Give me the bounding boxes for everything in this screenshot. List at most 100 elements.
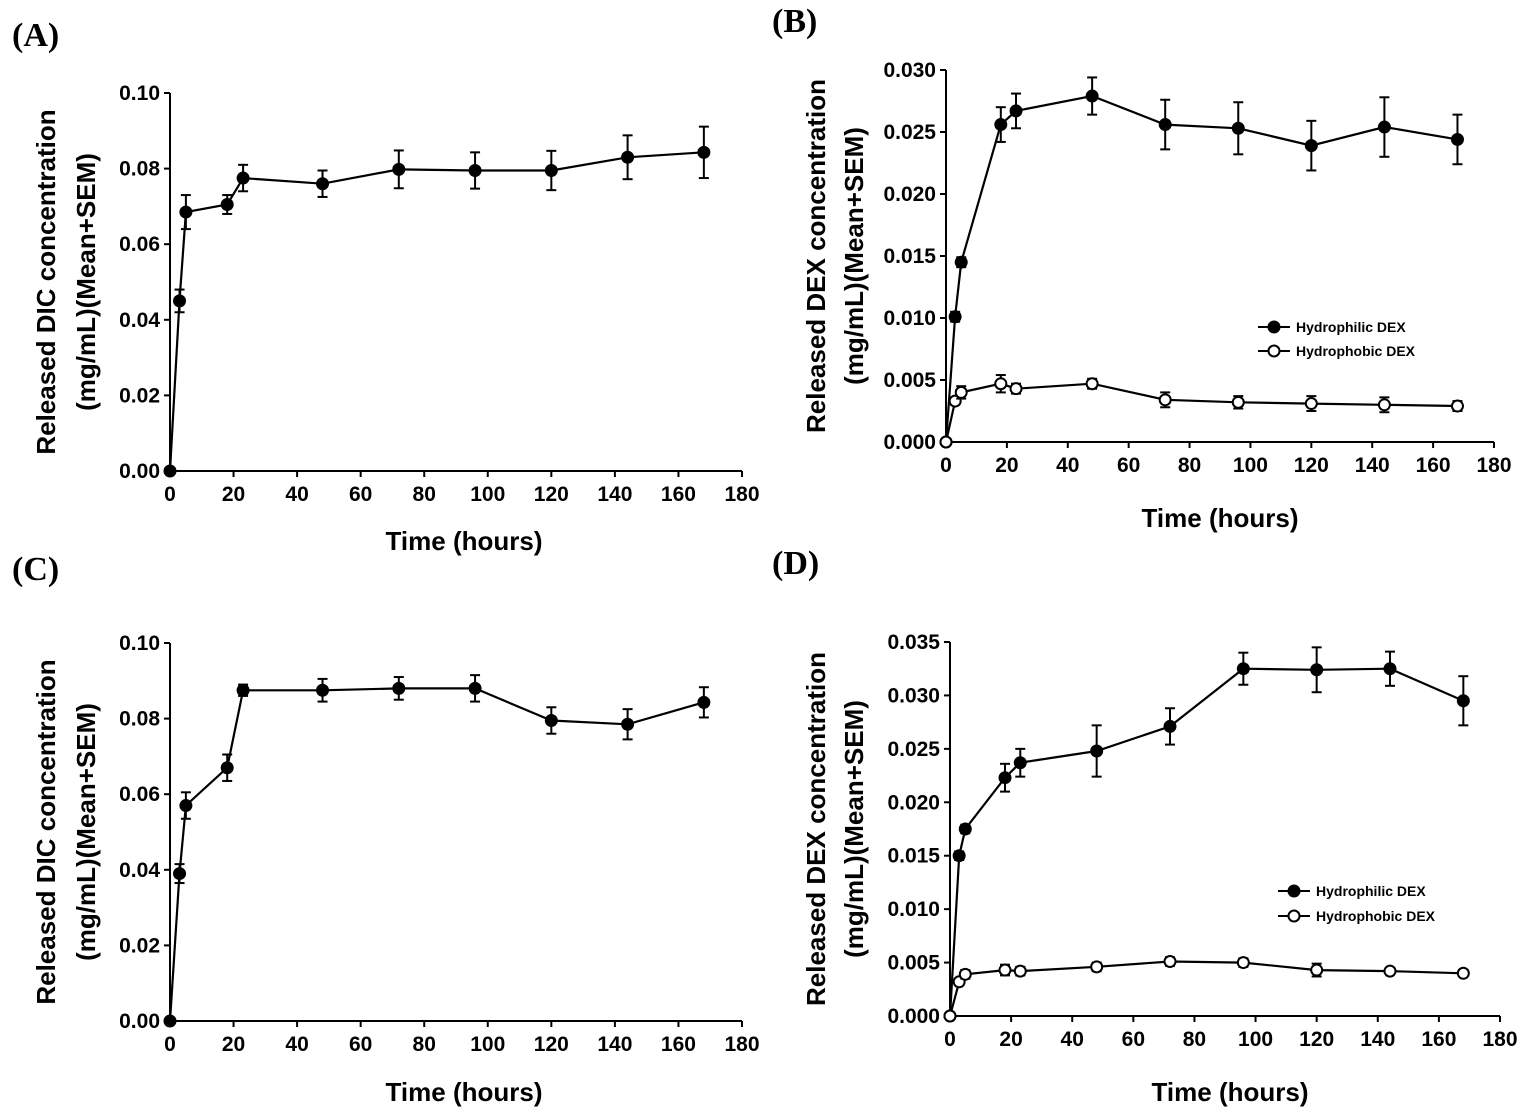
series-dic: [163, 125, 711, 478]
chart-panel-d: (D) 0 20 40 60 80 100 120 140 160 180 0.000 0.005 0.0…: [772, 545, 1518, 1107]
chart-panel-b: (B) 0 20 40 60 80 100 120 140 160 180 0.000 0.005 0.0…: [772, 3, 1512, 533]
y-axis-title-line1: Released DIC concentration: [31, 659, 61, 1004]
data-point: [544, 163, 558, 177]
data-point: [316, 683, 330, 697]
legend-label: Hydrophilic DEX: [1316, 883, 1426, 899]
data-point: [1085, 377, 1099, 391]
x-tick-label: 60: [349, 483, 372, 506]
x-axis-title: Time (hours): [1152, 1077, 1309, 1107]
x-tick-label: 40: [1061, 1028, 1084, 1051]
y-tick-label: 0.020: [887, 791, 940, 814]
x-tick-label: 180: [724, 483, 759, 506]
data-point: [316, 177, 330, 191]
x-tick-label: 120: [1299, 1028, 1334, 1051]
legend-marker: [1287, 909, 1301, 923]
data-point: [998, 771, 1012, 785]
legend: Hydrophilic DEX Hydrophobic DEX: [1258, 319, 1416, 359]
y-tick-label: 0.030: [883, 59, 936, 82]
y-tick-label: 0.020: [883, 183, 936, 206]
x-tick-label: 80: [1178, 454, 1201, 477]
y-tick-label: 0.02: [119, 934, 160, 957]
data-point: [1009, 104, 1023, 118]
data-point: [1450, 399, 1464, 413]
y-tick-label: 0.025: [883, 121, 936, 144]
x-tick-label: 100: [1233, 454, 1268, 477]
series-line: [944, 94, 1458, 443]
x-tick-label: 60: [1122, 1028, 1145, 1051]
data-point: [173, 294, 187, 308]
y-tick-label: 0.030: [887, 684, 940, 707]
data-point: [1383, 662, 1397, 676]
data-point: [1013, 964, 1027, 978]
x-tick-label: 20: [222, 1033, 245, 1056]
x-tick-label: 60: [349, 1033, 372, 1056]
x-tick-label: 100: [470, 1033, 505, 1056]
y-tick-label: 0.015: [883, 245, 936, 268]
y-axis-title-line1: Released DEX concentration: [801, 79, 831, 433]
data-point: [994, 377, 1008, 391]
data-point: [954, 255, 968, 269]
data-point: [179, 205, 193, 219]
legend-label: Hydrophilic DEX: [1296, 319, 1406, 335]
series-line: [948, 667, 1464, 1017]
series-hydrophobic-dex: [939, 374, 1464, 449]
y-tick-label: 0.000: [887, 1005, 940, 1028]
data-point: [1377, 398, 1391, 412]
data-point: [1158, 393, 1172, 407]
x-tick-label: 80: [1183, 1028, 1206, 1051]
y-tick-label: 0.10: [119, 632, 160, 655]
data-point: [1377, 120, 1391, 134]
y-tick-label: 0.035: [887, 631, 940, 654]
data-point: [1383, 964, 1397, 978]
y-tick-label: 0.00: [119, 460, 160, 483]
y-tick-label: 0.06: [119, 233, 160, 256]
data-point: [939, 435, 953, 449]
legend: Hydrophilic DEX Hydrophobic DEX: [1278, 883, 1436, 924]
data-point: [1231, 395, 1245, 409]
x-tick-label: 140: [597, 483, 632, 506]
panel-label: (B): [772, 3, 817, 40]
x-tick-label: 20: [999, 1028, 1022, 1051]
y-tick-label: 0.010: [883, 307, 936, 330]
y-tick-label: 0.005: [887, 952, 940, 975]
y-axis-title-line2: (mg/mL)(Mean+SEM): [71, 153, 101, 411]
x-tick-label: 160: [1421, 1028, 1456, 1051]
x-tick-label: 0: [944, 1028, 956, 1051]
y-axis-title-line1: Released DIC concentration: [31, 109, 61, 454]
x-tick-label: 0: [164, 483, 176, 506]
data-point: [173, 867, 187, 881]
data-point: [1456, 694, 1470, 708]
data-point: [392, 162, 406, 176]
series-dic: [163, 674, 711, 1028]
y-tick-label: 0.08: [119, 708, 160, 731]
data-point: [1163, 719, 1177, 733]
x-tick-label: 180: [724, 1033, 759, 1056]
data-point: [179, 799, 193, 813]
series-hydrophilic-dex: [943, 646, 1470, 1023]
legend-marker: [1287, 884, 1301, 898]
data-point: [1450, 132, 1464, 146]
x-tick-label: 40: [285, 1033, 308, 1056]
series-hydrophobic-dex: [943, 955, 1470, 1023]
data-point: [697, 695, 711, 709]
data-point: [1085, 89, 1099, 103]
data-point: [163, 464, 177, 478]
x-tick-label: 80: [413, 483, 436, 506]
data-point: [1013, 756, 1027, 770]
data-point: [1090, 744, 1104, 758]
data-point: [220, 198, 234, 212]
y-tick-label: 0.005: [883, 369, 936, 392]
panel-label: (C): [12, 551, 59, 588]
x-tick-label: 20: [995, 454, 1018, 477]
data-point: [1310, 663, 1324, 677]
legend-label: Hydrophobic DEX: [1316, 908, 1436, 924]
x-axis-title: Time (hours): [386, 526, 543, 556]
data-point: [697, 145, 711, 159]
legend-label: Hydrophobic DEX: [1296, 343, 1416, 359]
panel-label: (D): [772, 545, 819, 582]
data-point: [1090, 960, 1104, 974]
x-tick-label: 160: [661, 1033, 696, 1056]
series-line: [168, 151, 704, 472]
data-point: [392, 681, 406, 695]
